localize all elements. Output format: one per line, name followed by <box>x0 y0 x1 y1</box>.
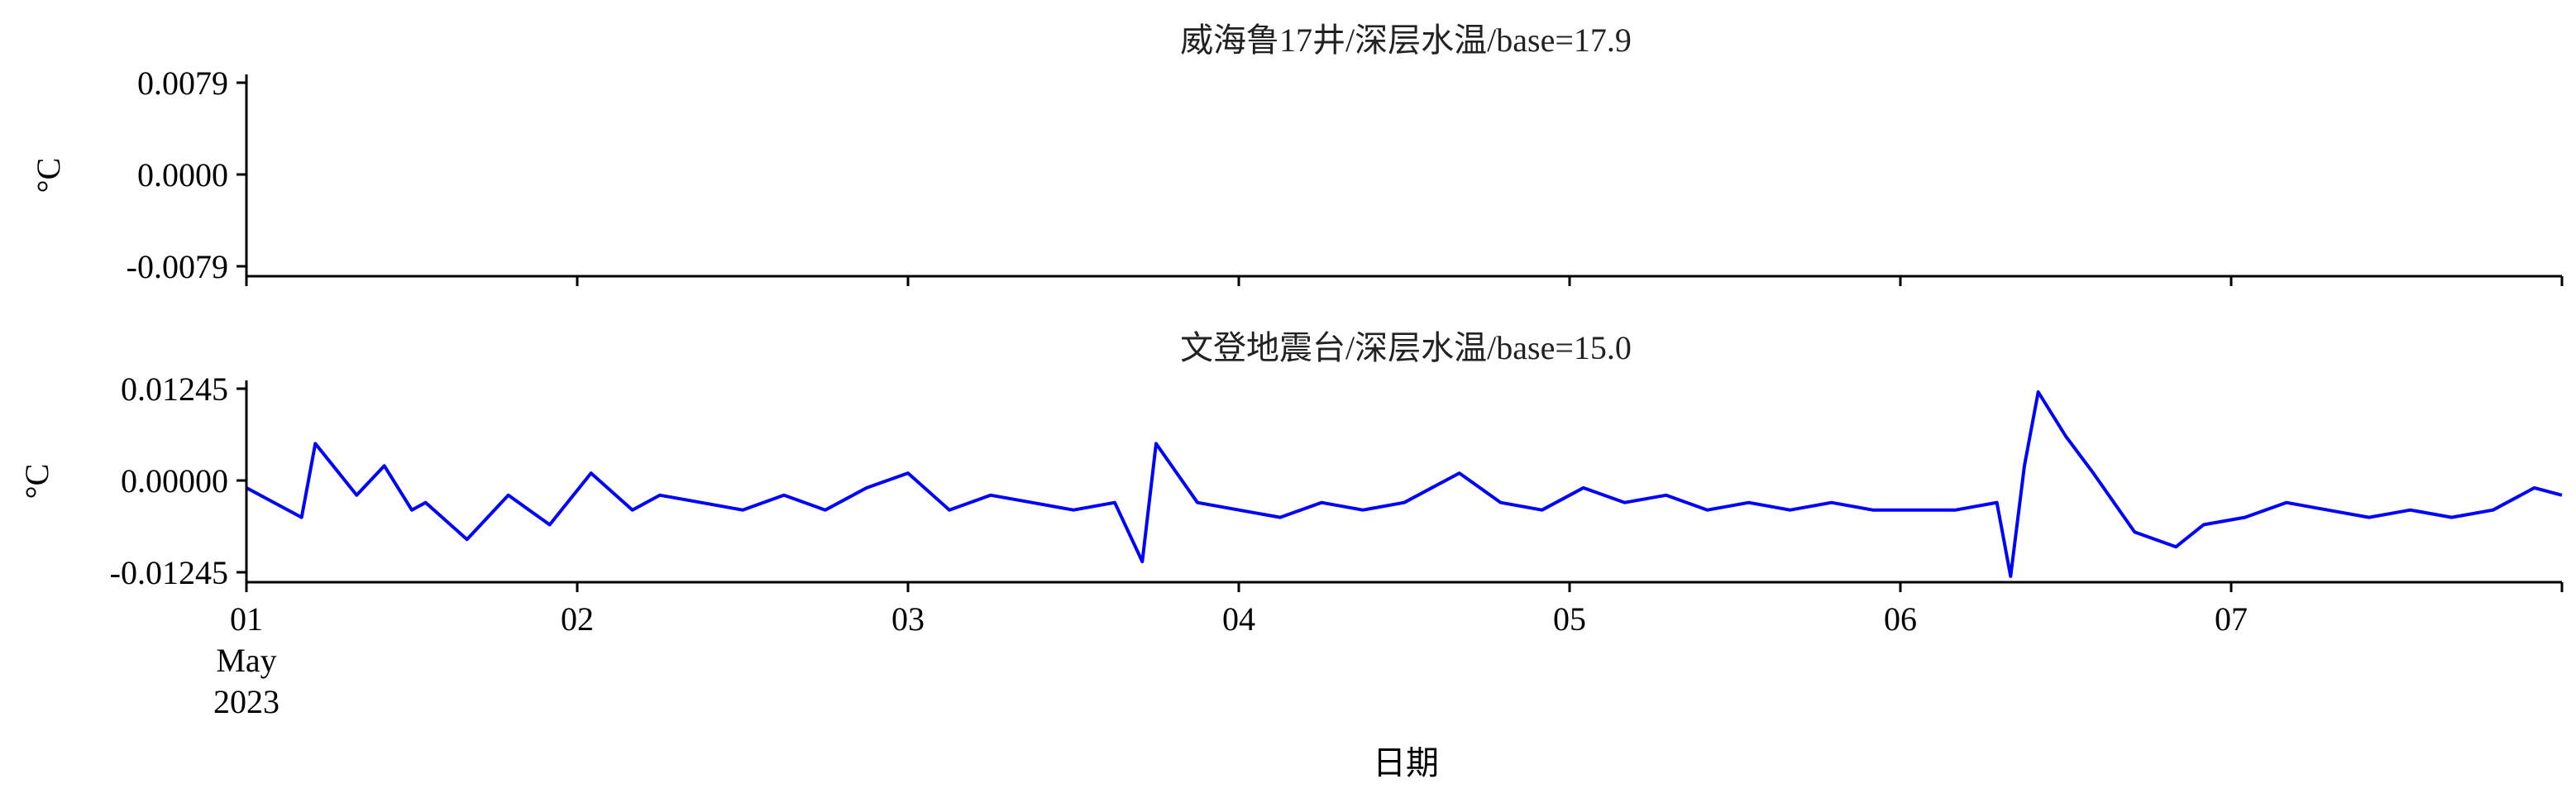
panel-bottom: 文登地震台/深层水温/base=15.0 °C 0.01245 0.00000 -0… <box>18 329 2564 781</box>
panel-bottom-xticks: 01 May 2023 02 03 04 05 06 07 <box>213 582 2564 720</box>
panel-bottom-title: 文登地震台/深层水温/base=15.0 <box>1180 329 1632 366</box>
x-tick-label: 06 <box>1884 600 1917 638</box>
y-tick-label: 0.01245 <box>121 370 228 408</box>
x-tick-label: 02 <box>561 600 594 638</box>
x-tick-sublabel: 2023 <box>213 683 280 720</box>
panel-top-xticks <box>245 276 2564 286</box>
panel-bottom-yticks: 0.01245 0.00000 -0.01245 <box>110 370 246 591</box>
x-tick-sublabel: May <box>216 642 276 679</box>
panel-bottom-ylabel: °C <box>18 464 55 499</box>
panel-top-title: 威海鲁17井/深层水温/base=17.9 <box>1180 22 1632 59</box>
y-tick-label: 0.00000 <box>121 462 228 499</box>
x-tick-label: 01 <box>230 600 263 638</box>
y-tick-label: 0.0079 <box>137 65 228 102</box>
y-tick-label: -0.0079 <box>127 248 228 285</box>
panel-bottom-xlabel: 日期 <box>1373 744 1439 781</box>
panel-top-yticks: 0.0079 0.0000 -0.0079 <box>127 65 246 285</box>
x-tick-label: 04 <box>1222 600 1255 638</box>
series-line <box>246 390 2563 578</box>
x-tick-label: 03 <box>891 600 925 638</box>
y-tick-label: -0.01245 <box>110 554 228 591</box>
y-tick-label: 0.0000 <box>137 156 228 194</box>
panel-top: 威海鲁17井/深层水温/base=17.9 °C 0.0079 0.0000 -0.… <box>30 22 2564 286</box>
x-tick-label: 05 <box>1553 600 1586 638</box>
x-tick-label: 07 <box>2215 600 2248 638</box>
panel-top-ylabel: °C <box>30 158 67 194</box>
